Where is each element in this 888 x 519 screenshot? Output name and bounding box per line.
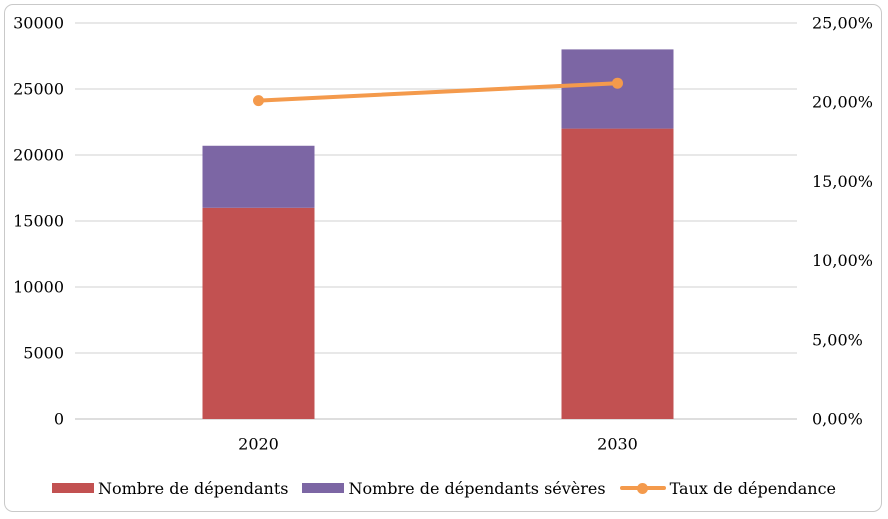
x-axis-category-label: 2030 [597,435,638,454]
bar-segment [202,145,315,208]
line-marker [612,77,623,89]
bar-segment [561,49,674,129]
right-axis-tick-label: 10,00% [812,251,873,270]
right-axis-tick-label: 0,00% [812,410,863,429]
legend-line-dot [636,482,648,494]
line-series [256,81,620,103]
line-marker [253,95,264,107]
left-axis-tick-label: 10000 [13,278,64,297]
left-axis-tick-label: 5000 [23,344,64,363]
bar-segment [561,128,674,419]
chart-legend: Nombre de dépendants Nombre de dépendants… [0,475,888,501]
bar-segment [202,207,315,419]
right-axis-tick-label: 5,00% [812,330,863,349]
left-axis-tick-label: 25000 [13,80,64,99]
right-axis-tick-label: 25,00% [812,14,873,33]
x-axis-category-label: 2020 [238,435,279,454]
legend-label: Nombre de dépendants [97,478,289,498]
legend-label: Taux de dépendance [669,478,837,498]
legend-line-marker-icon [619,482,666,494]
left-axis-tick-label: 20000 [13,146,64,165]
left-axis-tick-label: 0 [54,410,64,429]
left-axis-tick-label: 30000 [13,14,64,33]
right-axis-tick-label: 20,00% [812,93,873,112]
right-axis-tick-label: 15,00% [812,172,873,191]
left-axis-tick-label: 15000 [13,212,64,231]
legend-color-swatch [51,483,94,493]
legend-label: Nombre de dépendants sévères [348,478,606,498]
legend-item-line-2: Taux de dépendance [619,478,837,498]
legend-item-bar-1: Nombre de dépendants sévères [302,478,606,498]
legend-color-swatch [302,483,345,493]
legend-item-bar-0: Nombre de dépendants [51,478,289,498]
